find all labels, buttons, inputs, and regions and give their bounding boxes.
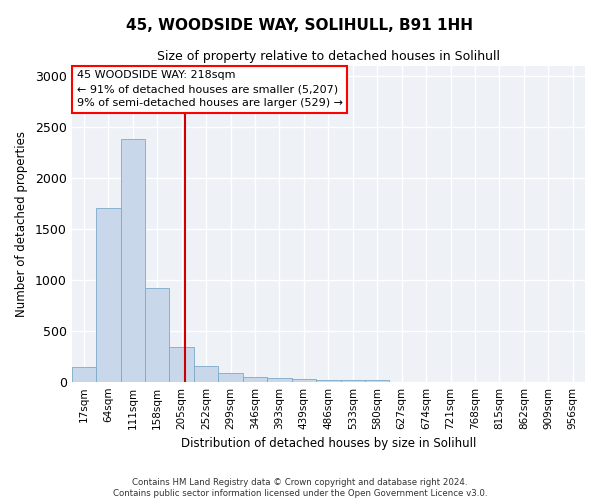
Text: 45, WOODSIDE WAY, SOLIHULL, B91 1HH: 45, WOODSIDE WAY, SOLIHULL, B91 1HH bbox=[127, 18, 473, 32]
Bar bbox=[243, 376, 267, 382]
Bar bbox=[316, 380, 341, 382]
Bar bbox=[145, 288, 169, 382]
Bar bbox=[218, 372, 243, 382]
Bar bbox=[267, 378, 292, 382]
Bar bbox=[292, 379, 316, 382]
Bar bbox=[365, 380, 389, 382]
Bar bbox=[96, 208, 121, 382]
Y-axis label: Number of detached properties: Number of detached properties bbox=[15, 130, 28, 316]
Bar bbox=[341, 380, 365, 382]
Title: Size of property relative to detached houses in Solihull: Size of property relative to detached ho… bbox=[157, 50, 500, 63]
Bar bbox=[121, 139, 145, 382]
X-axis label: Distribution of detached houses by size in Solihull: Distribution of detached houses by size … bbox=[181, 437, 476, 450]
Bar bbox=[71, 368, 96, 382]
Text: Contains HM Land Registry data © Crown copyright and database right 2024.
Contai: Contains HM Land Registry data © Crown c… bbox=[113, 478, 487, 498]
Bar bbox=[169, 347, 194, 382]
Text: 45 WOODSIDE WAY: 218sqm
← 91% of detached houses are smaller (5,207)
9% of semi-: 45 WOODSIDE WAY: 218sqm ← 91% of detache… bbox=[77, 70, 343, 108]
Bar bbox=[194, 366, 218, 382]
